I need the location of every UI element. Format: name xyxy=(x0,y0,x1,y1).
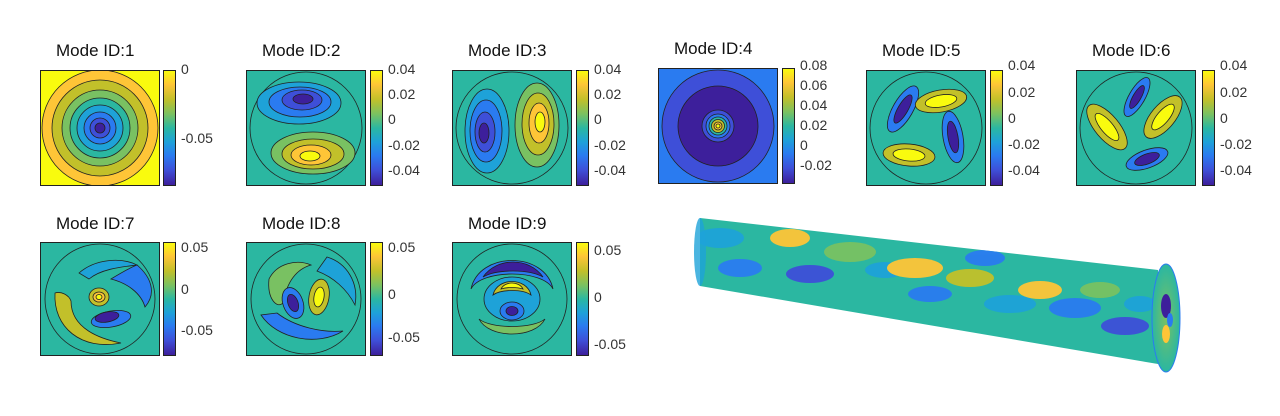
colorbar-tick: 0.04 xyxy=(388,61,416,77)
contour-plot xyxy=(658,68,778,184)
colorbar-tick: 0 xyxy=(1220,110,1228,126)
colorbar-tick: -0.02 xyxy=(1220,136,1252,152)
colorbar xyxy=(370,70,383,186)
colorbar-tick: 0 xyxy=(1008,110,1016,126)
colorbar-tick: 0.06 xyxy=(800,77,828,93)
mode-title: Mode ID:9 xyxy=(468,214,547,233)
colorbar-tick: 0.04 xyxy=(800,97,828,113)
colorbar xyxy=(163,242,176,356)
colorbar xyxy=(576,242,589,356)
contour-plot xyxy=(452,242,572,356)
colorbar-tick: -0.02 xyxy=(594,137,626,153)
contour-plot xyxy=(866,70,986,186)
colorbar-tick: -0.05 xyxy=(388,329,420,345)
colorbar-tick: 0.04 xyxy=(1008,57,1036,73)
colorbar-tick: 0 xyxy=(594,289,602,305)
colorbar-tick: -0.04 xyxy=(594,162,626,178)
cylinder-3d-visualization xyxy=(694,218,1181,373)
colorbar-tick: -0.04 xyxy=(1008,162,1040,178)
colorbar-tick: -0.02 xyxy=(1008,136,1040,152)
contour-plot xyxy=(40,70,160,186)
colorbar-tick: -0.04 xyxy=(388,162,420,178)
colorbar-tick: 0.02 xyxy=(1008,84,1036,100)
contour-plot xyxy=(246,242,366,356)
colorbar-tick: -0.05 xyxy=(181,322,213,338)
colorbar xyxy=(990,70,1003,186)
colorbar xyxy=(576,70,589,186)
colorbar-tick: 0.05 xyxy=(181,239,209,255)
mode-title: Mode ID:8 xyxy=(262,214,341,233)
colorbar-tick: 0.02 xyxy=(594,86,622,102)
mode-title: Mode ID:1 xyxy=(56,41,135,60)
colorbar xyxy=(1202,70,1215,186)
mode-title: Mode ID:4 xyxy=(674,39,753,58)
colorbar-tick: 0.04 xyxy=(594,61,622,77)
colorbar xyxy=(370,242,383,356)
mode-title: Mode ID:5 xyxy=(882,41,961,60)
colorbar-tick: 0 xyxy=(388,286,396,302)
colorbar-tick: 0.02 xyxy=(1220,84,1248,100)
mode-title: Mode ID:2 xyxy=(262,41,341,60)
colorbar-tick: 0 xyxy=(388,111,396,127)
colorbar-tick: 0.02 xyxy=(800,117,828,133)
colorbar xyxy=(163,70,176,186)
mode-title: Mode ID:6 xyxy=(1092,41,1171,60)
colorbar-tick: 0.04 xyxy=(1220,57,1248,73)
contour-plot xyxy=(246,70,366,186)
colorbar-tick: -0.02 xyxy=(800,157,832,173)
mode-title: Mode ID:3 xyxy=(468,41,547,60)
colorbar-tick: -0.04 xyxy=(1220,162,1252,178)
colorbar-tick: 0 xyxy=(181,281,189,297)
colorbar-tick: -0.05 xyxy=(181,130,213,146)
colorbar xyxy=(782,68,795,184)
colorbar-tick: 0.08 xyxy=(800,57,828,73)
mode-title: Mode ID:7 xyxy=(56,214,135,233)
contour-plot xyxy=(1076,70,1196,186)
colorbar-tick: 0 xyxy=(594,111,602,127)
colorbar-tick: 0.05 xyxy=(388,239,416,255)
colorbar-tick: 0 xyxy=(181,61,189,77)
colorbar-tick: -0.05 xyxy=(594,336,626,352)
colorbar-tick: -0.02 xyxy=(388,137,420,153)
colorbar-tick: 0 xyxy=(800,137,808,153)
colorbar-tick: 0.05 xyxy=(594,242,622,258)
contour-plot xyxy=(452,70,572,186)
contour-plot xyxy=(40,242,160,356)
colorbar-tick: 0.02 xyxy=(388,86,416,102)
